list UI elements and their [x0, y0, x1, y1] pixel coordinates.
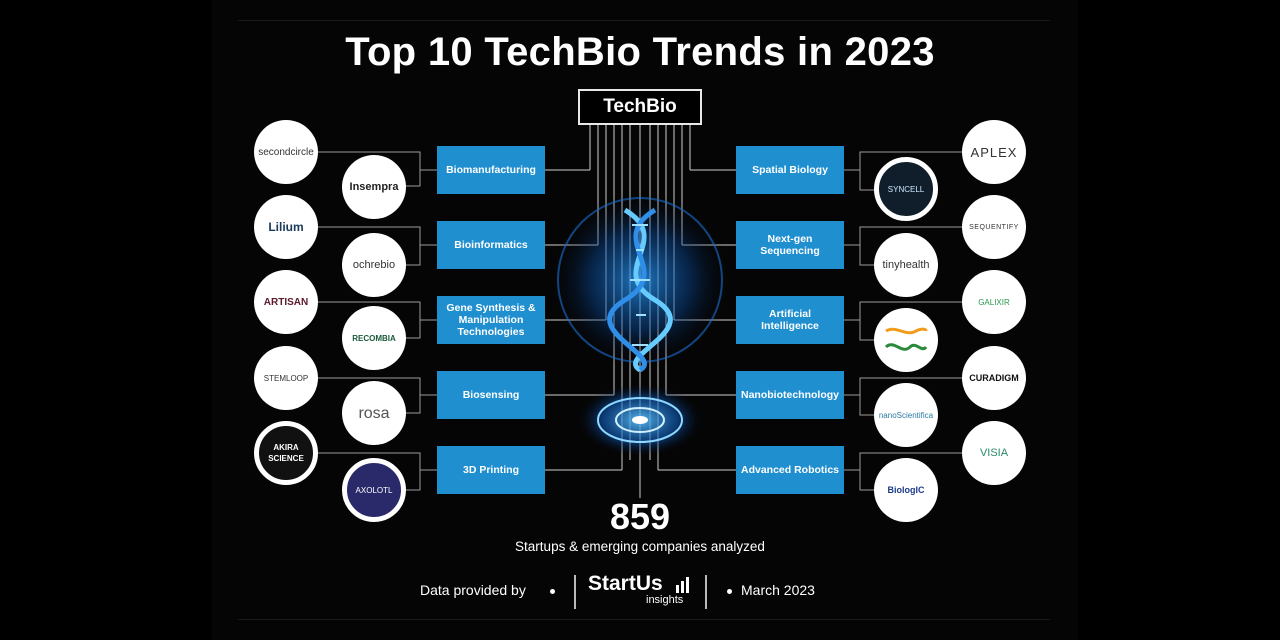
- trend-box-3d-printing: 3D Printing: [437, 446, 545, 494]
- logo-insempra: Insempra: [342, 155, 406, 219]
- logo-ochrebio: ochrebio: [342, 233, 406, 297]
- left-logo-wires: [318, 151, 437, 491]
- logo-tinyhealth: tinyhealth: [874, 233, 938, 297]
- report-date: March 2023: [741, 582, 815, 598]
- trend-box-biomanufacturing: Biomanufacturing: [437, 146, 545, 194]
- logo-akira-science: AKIRA SCIENCE: [254, 421, 318, 485]
- content-frame: [238, 20, 1050, 620]
- logo-text: ochrebio: [352, 258, 396, 271]
- logo-text: AXOLOTL: [355, 485, 393, 495]
- footer-divider-right: [705, 575, 707, 609]
- logo-axolotl: AXOLOTL: [342, 458, 406, 522]
- startus-brand-subtitle: insights: [646, 594, 684, 606]
- logo-text: secondcircle: [258, 146, 314, 158]
- trend-box-bioinformatics: Bioinformatics: [437, 221, 545, 269]
- logo-recombia: RECOMBIA: [342, 306, 406, 370]
- logo-text: Insempra: [349, 180, 399, 193]
- logo-text: nanoScientifica: [878, 410, 934, 420]
- logo-text: APLEX: [970, 144, 1018, 160]
- startup-count: 859: [609, 496, 671, 537]
- center-techbio-box: TechBio: [578, 89, 702, 125]
- logo-text: GALIXIR: [978, 297, 1010, 307]
- logo-biologic: BiologIC: [874, 458, 938, 522]
- logo-nanoscientifica: nanoScientifica: [874, 383, 938, 447]
- trend-box-spatial-biology: Spatial Biology: [736, 146, 844, 194]
- data-provided-by-label: Data provided by: [420, 582, 526, 598]
- logo-text: tinyhealth: [882, 258, 930, 271]
- logo-text: STEMLOOP: [263, 373, 309, 383]
- footer-dot-left: [550, 589, 555, 594]
- trend-box-advanced-robotics: Advanced Robotics: [736, 446, 844, 494]
- logo-text: ARTISAN: [263, 296, 309, 308]
- logo-text: rosa: [358, 404, 390, 422]
- logo-artisan: ARTISAN: [254, 270, 318, 334]
- logo-text: RECOMBIA: [352, 333, 396, 343]
- startup-count-caption: Startups & emerging companies analyzed: [515, 539, 765, 554]
- logo-text: BiologIC: [887, 484, 925, 495]
- dna-helix-graphic: [548, 190, 732, 456]
- logo-text: SYNCELL: [887, 184, 925, 194]
- startus-brand-logo: StartUs: [588, 572, 663, 595]
- logo-company-dna-symbol: [874, 308, 938, 372]
- dna-logo-icon: [884, 327, 928, 351]
- footer-divider-left: [574, 575, 576, 609]
- logo-stemloop: STEMLOOP: [254, 346, 318, 410]
- trend-box-artificial-intelligence: Artificial Intelligence: [736, 296, 844, 344]
- logo-text: AKIRA SCIENCE: [268, 443, 304, 463]
- trend-box-nanobiotechnology: Nanobiotechnology: [736, 371, 844, 419]
- trend-box-gene-synthesis: Gene Synthesis & Manipulation Technologi…: [437, 296, 545, 344]
- logo-galixir: GALIXIR: [962, 270, 1026, 334]
- logo-text: CURADIGM: [969, 372, 1019, 383]
- right-logo-wires: [843, 151, 962, 491]
- page-title: Top 10 TechBio Trends in 2023: [345, 30, 935, 74]
- trend-box-next-gen-sequencing: Next-gen Sequencing: [736, 221, 844, 269]
- logo-rosa: rosa: [342, 381, 406, 445]
- brand-bars-icon: [676, 577, 689, 593]
- logo-text: VISIA: [979, 446, 1009, 459]
- trend-box-biosensing: Biosensing: [437, 371, 545, 419]
- logo-syncell: SYNCELL: [874, 157, 938, 221]
- logo-visia: VISIA: [962, 421, 1026, 485]
- logo-text: Lilium: [268, 219, 304, 234]
- logo-sequentify: SEQUENTIFY: [962, 195, 1026, 259]
- logo-lilium: Lilium: [254, 195, 318, 259]
- logo-text: SEQUENTIFY: [969, 223, 1019, 231]
- logo-aplex: APLEX: [962, 120, 1026, 184]
- logo-curadigm: CURADIGM: [962, 346, 1026, 410]
- footer-dot-right: [727, 589, 732, 594]
- logo-secondcircle: secondcircle: [254, 120, 318, 184]
